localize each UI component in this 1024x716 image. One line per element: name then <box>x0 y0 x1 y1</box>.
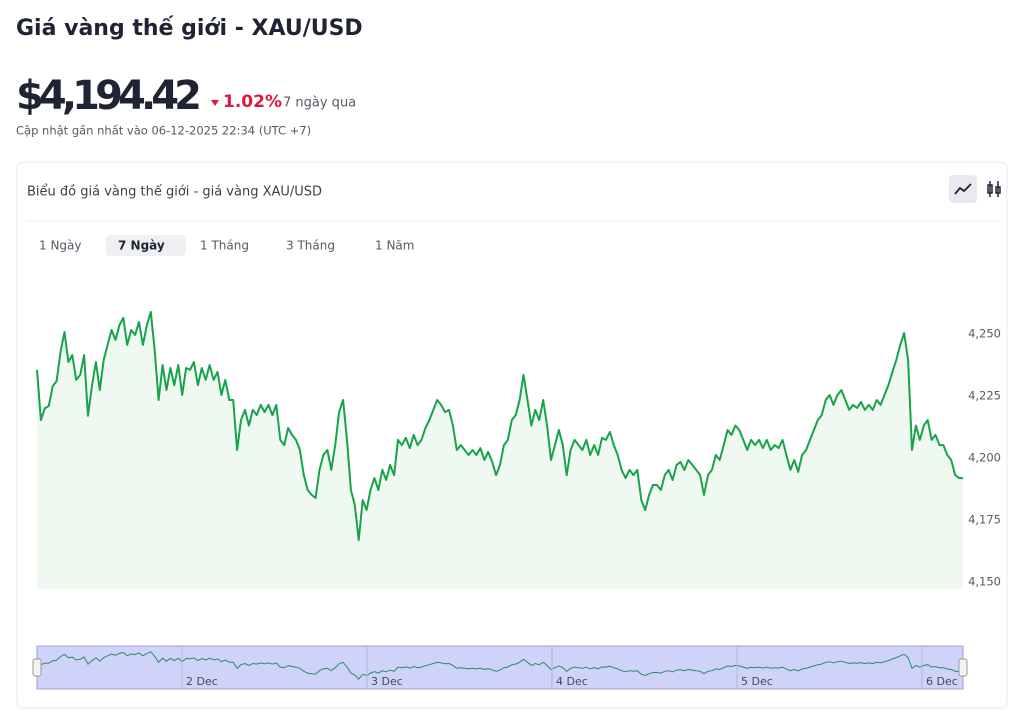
navigator-label: 5 Dec <box>741 675 773 688</box>
y-tick-label: 4,225 <box>968 388 1001 402</box>
y-tick-label: 4,200 <box>968 450 1001 464</box>
y-tick-label: 4,150 <box>968 574 1001 588</box>
tab[interactable]: 1 Năm <box>375 239 414 253</box>
navigator-label: 3 Dec <box>371 675 403 688</box>
tab[interactable]: 3 Tháng <box>286 239 335 253</box>
y-tick-label: 4,175 <box>968 512 1001 526</box>
page-title: Giá vàng thế giới - XAU/USD <box>16 16 363 41</box>
updated: Cập nhật gần nhất vào 06-12-2025 22:34 (… <box>16 124 311 138</box>
period: 7 ngày qua <box>283 96 356 111</box>
panel <box>16 161 1008 709</box>
down-arrow <box>211 100 219 106</box>
candle-icon[interactable] <box>987 181 1001 197</box>
price: $4,194.42 <box>16 73 202 119</box>
navigator-handle[interactable] <box>958 658 968 677</box>
line-mode-button[interactable] <box>949 175 977 203</box>
navigator-handle[interactable] <box>32 658 42 677</box>
navigator <box>36 645 964 690</box>
navigator-label: 4 Dec <box>556 675 588 688</box>
tab[interactable]: 1 Tháng <box>200 239 249 253</box>
line-icon <box>954 183 972 195</box>
navigator-label: 2 Dec <box>186 675 218 688</box>
tab-active-bg <box>106 235 186 256</box>
price-line <box>36 310 963 542</box>
tab[interactable]: 1 Ngày <box>39 239 82 253</box>
area <box>37 311 963 590</box>
y-tick-label: 4,250 <box>968 326 1001 340</box>
change: 1.02% <box>223 92 282 112</box>
navigator-line <box>36 651 963 680</box>
tab[interactable]: 7 Ngày <box>118 239 165 253</box>
navigator-label: 6 Dec <box>926 675 958 688</box>
panel-title: Biểu đồ giá vàng thế giới - giá vàng XAU… <box>27 185 322 200</box>
